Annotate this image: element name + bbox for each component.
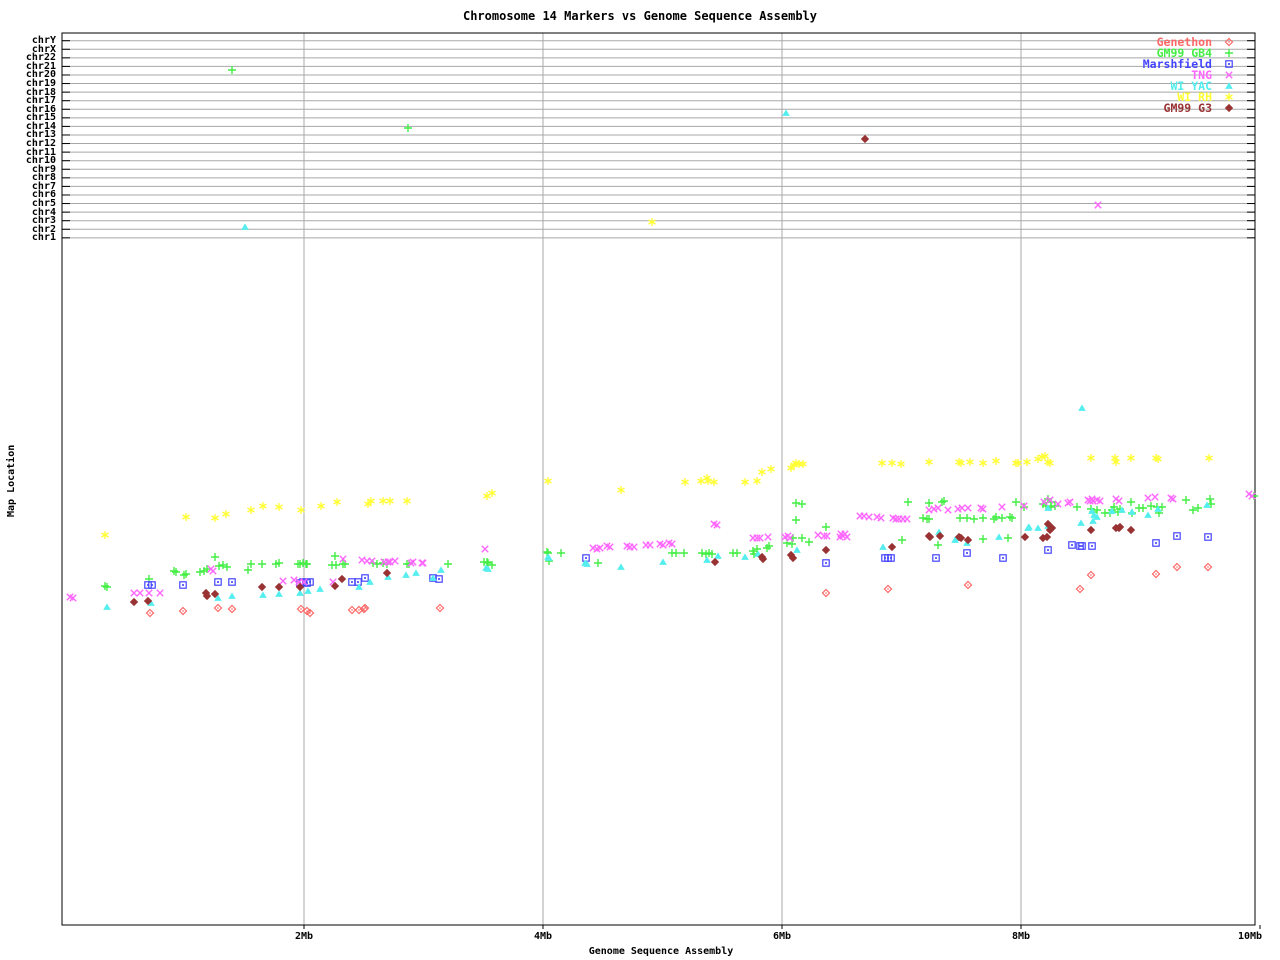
y-tick-chr1: chr1	[31, 232, 56, 244]
y-tick-chr18: chr18	[25, 86, 56, 98]
series-wi-yac	[103, 109, 1211, 610]
y-tick-chr7: chr7	[31, 180, 56, 192]
y-tick-chrX: chrX	[31, 43, 56, 55]
legend-marker-gm99-gb4	[1224, 48, 1234, 58]
y-tick-chr14: chr14	[25, 120, 56, 132]
y-tick-chr16: chr16	[25, 103, 56, 115]
y-tick-chr3: chr3	[31, 215, 56, 227]
y-tick-chr5: chr5	[31, 198, 56, 210]
series-marshfield	[144, 532, 1212, 589]
legend-entry-marshfield: Marshfield	[1142, 57, 1212, 71]
chart-title: Chromosome 14 Markers vs Genome Sequence…	[462, 9, 817, 23]
x-tick-8Mb: 8Mb	[1011, 931, 1031, 942]
series-gm99-gb4	[100, 65, 1259, 592]
x-tick-6Mb: 6Mb	[772, 931, 792, 942]
legend-marker-gm99-g3	[1225, 104, 1233, 112]
scatter-points	[66, 65, 1259, 618]
x-tick-2Mb: 2Mb	[294, 931, 314, 942]
gridlines	[62, 33, 1255, 925]
legend-entry-gm99-gb4: GM99 GB4	[1156, 46, 1212, 60]
y-tick-chr13: chr13	[25, 129, 56, 141]
y-tick-chr12: chr12	[25, 138, 56, 150]
legend-entry-wi-rh: WI RH	[1177, 90, 1212, 104]
y-tick-chr11: chr11	[25, 146, 56, 158]
series-wi-rh	[100, 217, 1214, 540]
y-tick-chr20: chr20	[25, 69, 56, 81]
plot-frame	[61, 32, 1261, 929]
series-tng	[66, 201, 1256, 602]
legend-marker-wi-rh	[1224, 92, 1234, 102]
y-tick-chrY: chrY	[31, 35, 56, 47]
series-genethon	[145, 562, 1213, 618]
y-tick-chr9: chr9	[31, 163, 56, 175]
y-tick-chr15: chr15	[25, 112, 56, 124]
y-tick-chr8: chr8	[31, 172, 56, 184]
legend-marker-genethon	[1224, 37, 1234, 47]
legend-entry-tng: TNG	[1191, 68, 1212, 82]
y-tick-chr22: chr22	[25, 52, 56, 64]
x-axis-label: Genome Sequence Assembly	[588, 946, 734, 957]
y-tick-chr4: chr4	[31, 206, 56, 218]
y-tick-chr19: chr19	[25, 78, 56, 90]
series-gm99-g3	[129, 134, 1135, 606]
y-tick-chr17: chr17	[25, 95, 56, 107]
legend-entry-gm99-g3: GM99 G3	[1163, 101, 1212, 115]
y-tick-chr2: chr2	[31, 223, 56, 235]
x-tick-10Mb: 10Mb	[1237, 931, 1263, 942]
y-tick-chr6: chr6	[31, 189, 56, 201]
y-tick-chr10: chr10	[25, 155, 56, 167]
y-tick-chr21: chr21	[25, 60, 56, 72]
x-tick-4Mb: 4Mb	[533, 931, 553, 942]
legend-entry-wi-yac: WI YAC	[1170, 79, 1212, 93]
legend-entry-genethon: Genethon	[1156, 35, 1212, 49]
